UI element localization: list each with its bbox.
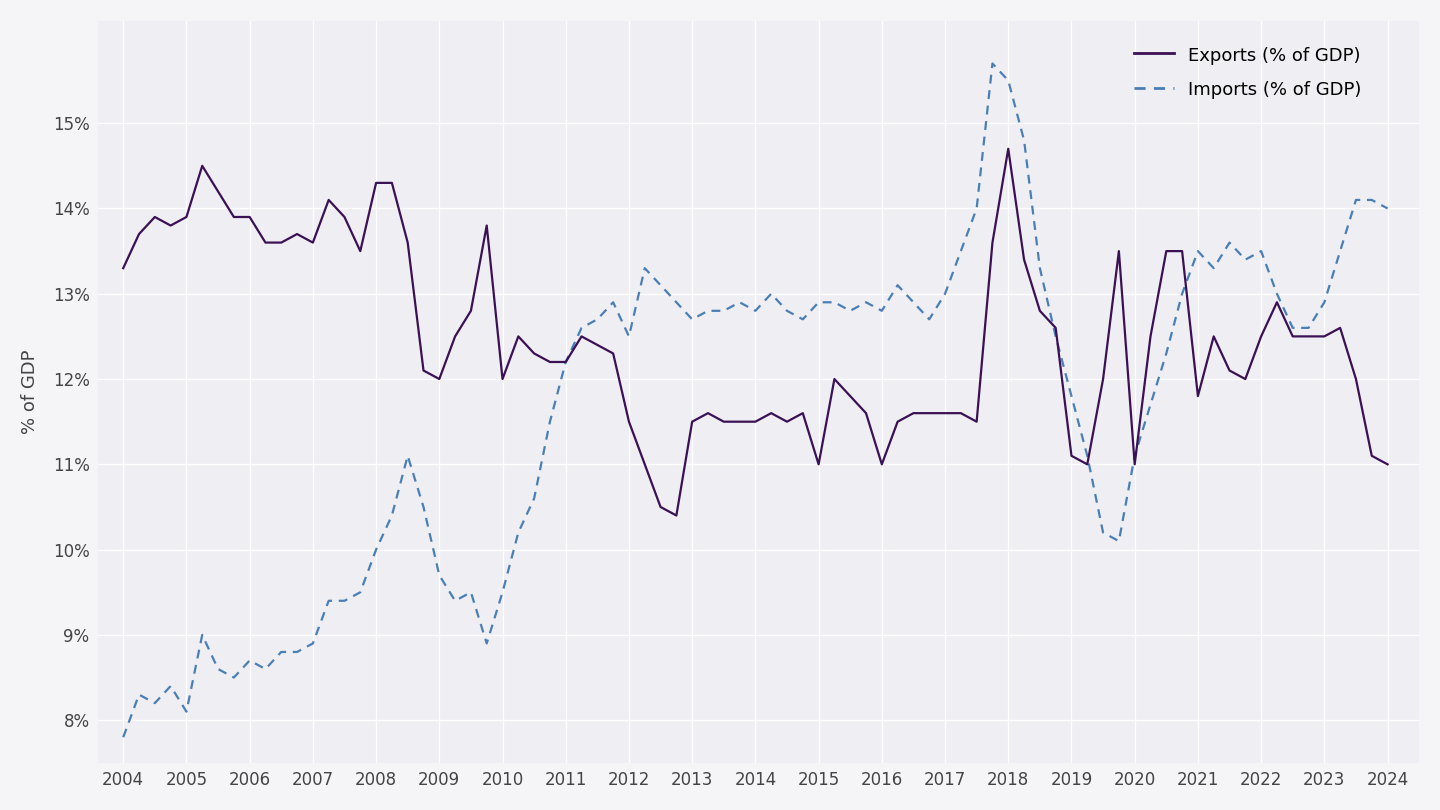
Exports (% of GDP) [825, 374, 842, 384]
Imports (% of GDP) [1380, 203, 1397, 213]
Imports (% of GDP) [809, 297, 827, 307]
Exports (% of GDP) [1079, 459, 1096, 469]
Exports (% of GDP) [668, 510, 685, 520]
Imports (% of GDP) [1269, 289, 1286, 299]
Exports (% of GDP) [920, 408, 937, 418]
Imports (% of GDP) [1221, 237, 1238, 247]
Imports (% of GDP) [984, 58, 1001, 68]
Exports (% of GDP) [115, 263, 132, 273]
Imports (% of GDP) [1063, 391, 1080, 401]
Line: Imports (% of GDP): Imports (% of GDP) [124, 63, 1388, 737]
Line: Exports (% of GDP): Exports (% of GDP) [124, 149, 1388, 515]
Legend: Exports (% of GDP), Imports (% of GDP): Exports (% of GDP), Imports (% of GDP) [1125, 37, 1371, 108]
Y-axis label: % of GDP: % of GDP [20, 350, 39, 434]
Exports (% of GDP) [1237, 374, 1254, 384]
Imports (% of GDP) [115, 732, 132, 742]
Exports (% of GDP) [999, 144, 1017, 154]
Exports (% of GDP) [1174, 246, 1191, 256]
Imports (% of GDP) [904, 297, 922, 307]
Exports (% of GDP) [1284, 331, 1302, 341]
Imports (% of GDP) [1158, 348, 1175, 358]
Exports (% of GDP) [1380, 459, 1397, 469]
